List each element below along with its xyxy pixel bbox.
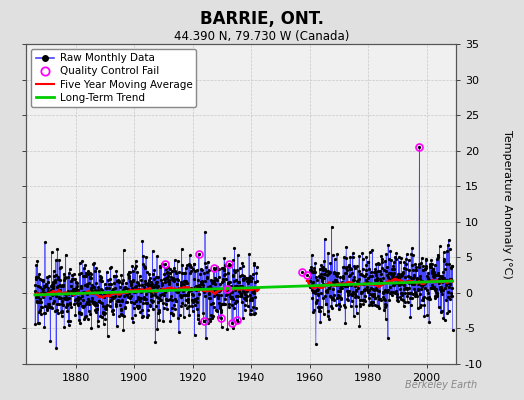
Text: BARRIE, ONT.: BARRIE, ONT. [200, 10, 324, 28]
Legend: Raw Monthly Data, Quality Control Fail, Five Year Moving Average, Long-Term Tren: Raw Monthly Data, Quality Control Fail, … [31, 49, 196, 107]
Y-axis label: Temperature Anomaly (°C): Temperature Anomaly (°C) [503, 130, 512, 278]
Text: 44.390 N, 79.730 W (Canada): 44.390 N, 79.730 W (Canada) [174, 30, 350, 43]
Text: Berkeley Earth: Berkeley Earth [405, 380, 477, 390]
